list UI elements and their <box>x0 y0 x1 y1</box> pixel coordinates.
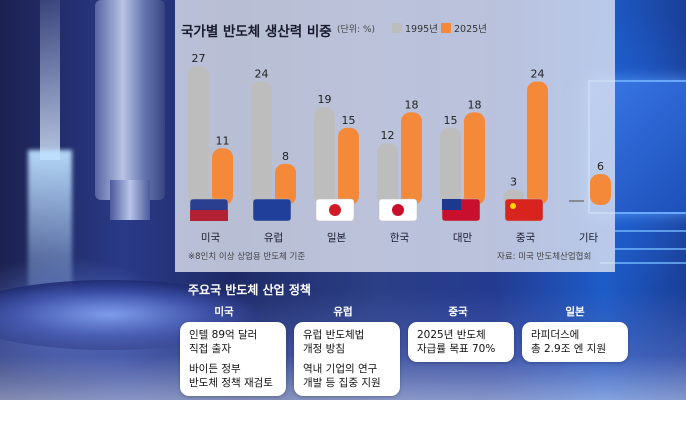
bar-1995년-대만 <box>440 127 461 205</box>
data-label: 18 <box>468 98 482 111</box>
data-label: 19 <box>318 93 332 106</box>
category-label: 기타 <box>579 232 599 244</box>
policy-country-japan: 일본 <box>565 306 585 318</box>
chart-unit: (단위: %) <box>337 25 376 35</box>
policy-box-japan: 라피더스에 총 2.9조 엔 지원 <box>522 322 628 362</box>
flag-icon <box>252 198 292 222</box>
category-label: 일본 <box>327 231 347 244</box>
bar-2025년-한국 <box>401 112 422 205</box>
policy-box-europe: 유럽 반도체법 개정 방침 역내 기업의 연구 개발 등 집중 지원 <box>294 322 400 396</box>
policy-box-usa: 인텔 89억 달러 직접 출자 바이든 정부 반도체 정책 재검토 <box>180 322 286 396</box>
data-label: 24 <box>531 67 545 80</box>
legend-label-2025: 2025년 <box>454 24 487 35</box>
flag-star-icon <box>510 203 516 209</box>
policy-item: 바이든 정부 반도체 정책 재검토 <box>189 363 273 389</box>
policy-country-china: 중국 <box>448 306 468 318</box>
category-label: 한국 <box>390 232 410 244</box>
category-label: 유럽 <box>264 231 283 244</box>
category-label: 대만 <box>453 232 473 244</box>
chart-source: 자료: 미국 반도체산업협회 <box>497 252 592 262</box>
infographic: 국가별 반도체 생산력 비중 (단위: %) 1995년 2025년 27 11 미… <box>0 0 686 400</box>
flag-stripes-icon <box>190 210 228 221</box>
data-label: 18 <box>405 98 419 111</box>
category-label: 미국 <box>201 232 221 244</box>
bar-2025년-미국 <box>212 148 233 205</box>
legend-swatch-2025 <box>441 23 451 33</box>
circuit-trace <box>615 248 686 250</box>
bar-1995년-유럽 <box>251 81 272 205</box>
bar-2025년-유럽 <box>275 163 296 205</box>
data-label: 11 <box>216 134 230 147</box>
data-label: 3 <box>510 176 517 189</box>
chart-note: ※8인치 이상 상업용 반도체 기준 <box>188 252 306 262</box>
bar-1995년-일본 <box>314 107 335 205</box>
policy-item: 역내 기업의 연구 개발 등 집중 지원 <box>303 363 381 389</box>
bar-2025년-기타 <box>590 174 611 205</box>
policy-item: 2025년 반도체 자급률 목표 70% <box>417 329 496 355</box>
bar-2025년-중국 <box>527 81 548 205</box>
data-label: 24 <box>255 67 269 80</box>
bar-2025년-대만 <box>464 112 485 205</box>
data-label: 6 <box>597 160 604 173</box>
policy-title: 주요국 반도체 산업 정책 <box>188 283 311 297</box>
flag-taeguk-icon <box>392 204 404 216</box>
flag-icon <box>504 198 544 222</box>
circuit-trace <box>615 230 686 232</box>
flag-sun-icon <box>329 204 341 216</box>
data-label: 27 <box>192 52 206 65</box>
data-label: 8 <box>282 150 289 163</box>
chart-plot: 27 11 미국 24 8 유럽 19 15 일본 12 18 한국 15 18 대만 3 24 중국 6 기타 <box>188 52 611 244</box>
data-label: 15 <box>444 114 458 127</box>
bar-1995년-미국 <box>188 66 209 205</box>
policy-country-europe: 유럽 <box>333 306 353 318</box>
policy-country-usa: 미국 <box>214 306 234 318</box>
policy-item: 인텔 89억 달러 직접 출자 <box>189 329 258 355</box>
flag-canton-icon <box>442 199 461 210</box>
circuit-trace <box>600 262 686 264</box>
policy-item: 라피더스에 총 2.9조 엔 지원 <box>531 329 607 355</box>
data-label: 12 <box>381 129 395 142</box>
legend-label-1995: 1995년 <box>405 24 438 35</box>
category-label: 중국 <box>516 232 536 244</box>
policy-item: 유럽 반도체법 개정 방침 <box>303 329 365 355</box>
equipment-tube <box>95 0 165 200</box>
bar-1995년-한국 <box>377 143 398 205</box>
policy-box-china: 2025년 반도체 자급률 목표 70% <box>408 322 514 362</box>
legend-swatch-1995 <box>392 23 402 33</box>
equipment-nozzle <box>110 180 150 220</box>
data-label: 15 <box>342 114 356 127</box>
bar-2025년-일본 <box>338 127 359 205</box>
light-beam-top <box>40 0 60 160</box>
light-beam <box>28 150 72 300</box>
chart-title: 국가별 반도체 생산력 비중 <box>181 24 332 40</box>
